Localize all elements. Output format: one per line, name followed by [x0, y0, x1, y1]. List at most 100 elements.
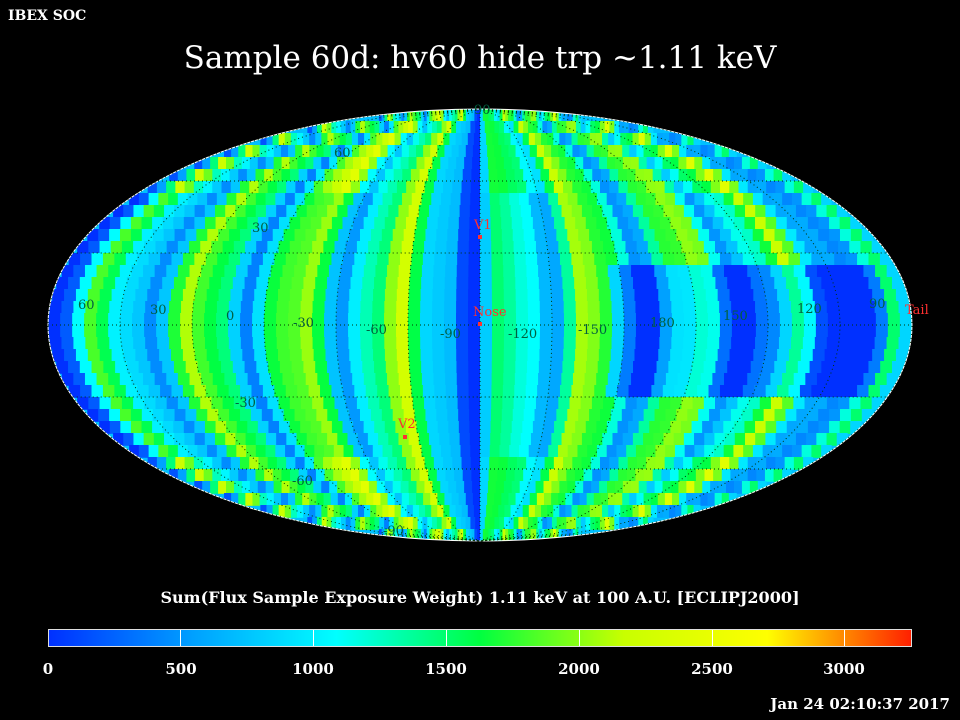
map-pixel	[256, 397, 269, 410]
map-pixel	[451, 517, 457, 530]
map-pixel	[242, 349, 256, 362]
map-pixel	[212, 373, 226, 386]
lon-label-120: 120	[797, 302, 822, 317]
map-pixel	[502, 397, 515, 410]
map-pixel	[480, 133, 487, 146]
map-pixel	[470, 457, 481, 470]
map-pixel	[733, 445, 744, 458]
map-pixel	[577, 505, 585, 518]
map-pixel	[440, 157, 450, 170]
map-pixel	[557, 469, 568, 482]
map-pixel	[409, 361, 422, 374]
map-pixel	[347, 433, 359, 446]
map-pixel	[183, 421, 196, 434]
map-pixel	[879, 253, 893, 266]
map-pixel	[189, 265, 202, 278]
map-pixel	[480, 157, 489, 170]
map-pixel	[457, 529, 462, 541]
map-pixel	[349, 289, 362, 302]
map-pixel	[470, 193, 481, 206]
map-pixel	[551, 325, 565, 338]
map-pixel	[235, 205, 247, 218]
map-pixel	[743, 337, 756, 350]
map-pixel	[387, 109, 391, 122]
map-pixel	[132, 325, 145, 338]
map-pixel	[114, 253, 127, 266]
map-pixel	[255, 469, 265, 482]
map-pixel	[355, 517, 361, 530]
map-pixel	[121, 337, 135, 350]
map-pixel	[236, 373, 249, 386]
map-pixel	[713, 445, 725, 458]
map-pixel	[713, 169, 723, 182]
map-pixel	[423, 493, 432, 506]
map-pixel	[477, 109, 481, 122]
map-pixel	[530, 433, 542, 446]
map-pixel	[473, 133, 481, 146]
map-pixel	[131, 373, 144, 386]
map-pixel	[782, 241, 795, 254]
map-pixel	[505, 169, 516, 182]
map-pixel	[663, 505, 670, 518]
map-pixel	[721, 169, 732, 182]
map-pixel	[262, 253, 276, 266]
map-pixel	[108, 373, 121, 386]
map-pixel	[639, 253, 653, 266]
map-pixel	[741, 409, 754, 422]
map-pixel	[862, 337, 876, 350]
map-pixel	[646, 289, 660, 302]
map-pixel	[437, 493, 446, 506]
map-pixel	[432, 157, 442, 170]
map-pixel	[456, 337, 469, 350]
map-pixel	[670, 421, 682, 434]
map-pixel	[727, 277, 740, 290]
map-pixel	[359, 457, 371, 470]
map-pixel	[731, 313, 745, 326]
map-pixel	[541, 205, 553, 218]
map-pixel	[887, 325, 901, 338]
map-pixel	[635, 445, 647, 458]
map-pixel	[350, 169, 360, 182]
map-pixel	[582, 253, 596, 266]
map-pixel	[249, 181, 260, 194]
map-pixel	[548, 253, 561, 266]
map-pixel	[338, 361, 352, 374]
map-pixel	[589, 229, 601, 242]
map-pixel	[503, 373, 516, 386]
map-pixel	[145, 337, 158, 350]
map-pixel	[204, 205, 216, 218]
map-pixel	[147, 457, 158, 470]
map-pixel	[811, 445, 822, 458]
map-pixel	[522, 133, 530, 146]
map-pixel	[468, 289, 481, 302]
map-pixel	[804, 397, 817, 410]
map-pixel	[316, 493, 325, 506]
map-pixel	[488, 469, 499, 482]
map-pixel	[400, 157, 410, 170]
map-pixel	[194, 289, 208, 302]
map-pixel	[345, 481, 354, 494]
map-pixel	[411, 445, 423, 458]
map-pixel	[289, 421, 301, 434]
map-pixel	[431, 133, 439, 146]
map-pixel	[512, 229, 525, 242]
map-pixel	[738, 361, 752, 374]
map-pixel	[724, 205, 736, 218]
map-pixel	[550, 529, 554, 541]
map-pixel	[356, 241, 369, 254]
map-pixel	[420, 301, 433, 314]
map-pixel	[376, 157, 386, 170]
map-pixel	[333, 445, 345, 458]
map-pixel	[364, 133, 371, 146]
map-pixel	[558, 493, 567, 506]
map-pixel	[638, 517, 644, 530]
map-pixel	[177, 373, 191, 386]
map-pixel	[765, 421, 777, 434]
map-pixel	[436, 409, 449, 422]
map-pixel	[508, 145, 517, 158]
map-pixel	[367, 169, 378, 182]
map-pixel	[61, 337, 75, 350]
map-pixel	[441, 517, 448, 530]
map-pixel	[775, 433, 787, 446]
map-pixel	[633, 277, 646, 290]
